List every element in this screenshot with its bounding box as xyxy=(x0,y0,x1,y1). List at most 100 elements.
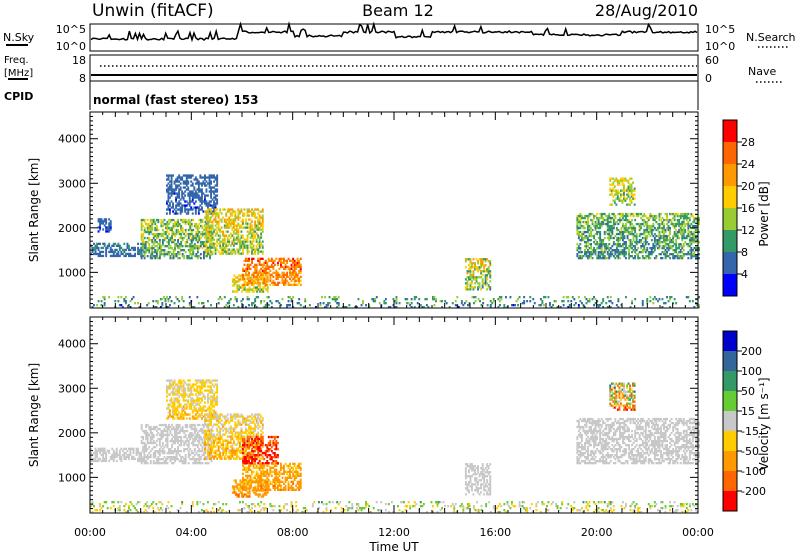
data-cell xyxy=(166,224,169,228)
data-cell xyxy=(175,427,178,431)
data-cell xyxy=(152,452,155,455)
data-cell xyxy=(246,222,249,225)
data-cell xyxy=(178,381,181,384)
data-cell xyxy=(469,286,472,289)
data-cell xyxy=(201,413,203,416)
data-cell xyxy=(579,239,582,242)
data-cell xyxy=(213,176,215,179)
data-cell xyxy=(138,459,141,463)
data-cell xyxy=(244,274,246,277)
data-cell xyxy=(299,283,302,286)
data-cell xyxy=(251,248,253,251)
data-cell xyxy=(688,239,691,242)
data-cell xyxy=(641,304,644,307)
data-cell xyxy=(199,224,202,228)
data-cell xyxy=(673,224,676,228)
data-cell xyxy=(123,242,126,245)
data-cell xyxy=(327,302,329,305)
data-cell xyxy=(140,239,143,242)
data-cell xyxy=(160,247,163,250)
data-cell xyxy=(669,228,671,232)
data-cell xyxy=(199,458,202,461)
data-cell xyxy=(644,239,647,242)
data-cell xyxy=(579,218,582,222)
data-cell xyxy=(599,234,602,238)
data-cell xyxy=(666,251,668,254)
data-cell xyxy=(111,254,114,258)
data-cell xyxy=(479,300,481,303)
data-cell xyxy=(175,454,178,457)
data-cell xyxy=(676,212,679,216)
data-cell xyxy=(176,417,179,420)
data-cell xyxy=(143,431,146,435)
data-cell xyxy=(166,226,169,230)
data-cell xyxy=(205,184,208,187)
data-cell xyxy=(296,263,299,266)
data-cell xyxy=(205,202,208,205)
data-cell xyxy=(623,243,626,246)
data-cell xyxy=(481,274,484,277)
data-cell xyxy=(468,264,470,267)
data-cell xyxy=(615,203,618,206)
data-cell xyxy=(254,212,257,215)
data-cell xyxy=(148,236,151,240)
data-cell xyxy=(180,450,183,453)
data-cell xyxy=(177,257,179,260)
data-cell xyxy=(241,286,243,289)
data-cell xyxy=(258,238,261,241)
data-cell xyxy=(166,458,169,461)
data-cell xyxy=(105,230,108,233)
data-cell xyxy=(681,251,684,254)
data-cell xyxy=(254,220,257,223)
data-cell xyxy=(670,220,673,224)
data-cell xyxy=(533,302,536,305)
data-cell xyxy=(679,226,682,230)
data-cell xyxy=(585,222,588,226)
data-cell xyxy=(196,415,199,418)
data-cell xyxy=(315,306,317,309)
data-cell xyxy=(135,453,138,457)
data-cell xyxy=(183,218,186,222)
data-cell xyxy=(214,413,217,416)
data-cell xyxy=(175,178,177,181)
data-cell xyxy=(96,246,98,250)
data-cell xyxy=(177,427,179,431)
data-cell xyxy=(118,451,121,455)
data-cell xyxy=(228,252,231,255)
data-cell xyxy=(416,302,419,305)
data-cell xyxy=(691,249,694,252)
data-cell xyxy=(100,304,103,307)
data-cell xyxy=(481,258,484,261)
data-cell xyxy=(103,242,106,245)
nsky-tick-low: 10^0 xyxy=(56,40,86,53)
data-cell xyxy=(634,298,637,301)
data-cell xyxy=(240,208,243,211)
data-cell xyxy=(252,244,255,247)
data-cell xyxy=(284,283,287,286)
data-cell xyxy=(123,254,126,258)
data-cell xyxy=(460,302,463,305)
data-cell xyxy=(111,248,114,252)
data-cell xyxy=(266,267,269,270)
data-cell xyxy=(181,176,184,179)
data-cell xyxy=(132,447,135,450)
data-cell xyxy=(577,214,580,218)
data-cell xyxy=(207,427,210,431)
data-cell xyxy=(646,230,649,234)
data-cell xyxy=(178,439,181,443)
data-cell xyxy=(203,243,205,246)
data-cell xyxy=(175,253,178,256)
data-cell xyxy=(175,383,177,386)
data-cell xyxy=(356,306,358,309)
data-cell xyxy=(629,185,631,188)
data-cell xyxy=(208,248,211,251)
data-cell xyxy=(466,258,469,261)
data-cell xyxy=(226,222,229,225)
data-cell xyxy=(165,423,167,427)
data-cell xyxy=(216,443,219,446)
data-cell xyxy=(178,429,181,433)
data-cell xyxy=(625,228,627,232)
data-cell xyxy=(105,457,108,461)
data-cell xyxy=(233,280,236,283)
data-cell xyxy=(246,224,249,227)
